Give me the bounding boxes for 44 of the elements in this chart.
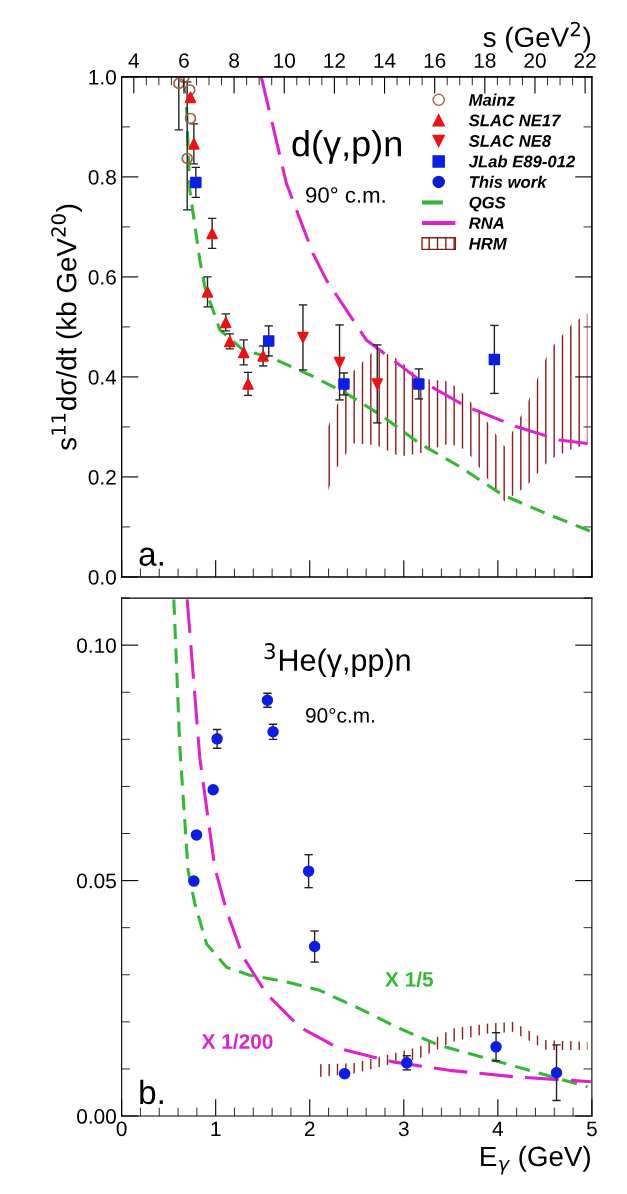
legend-label: HRM xyxy=(468,237,507,250)
legend-label: SLAC NE17 xyxy=(468,114,562,127)
annotation: $^{3}$He(γ,pp)n xyxy=(264,643,410,678)
annotation: 90°c.m. xyxy=(306,708,374,723)
y-tick-label: 0.4 xyxy=(88,369,117,385)
legend-label: SLAC NE8 xyxy=(468,135,552,147)
x-tick-label: 0 xyxy=(116,1121,127,1137)
x-tick-label: 2 xyxy=(304,1121,315,1136)
y-tick-label: 0.6 xyxy=(88,269,116,285)
annotation: d(γ,p)n xyxy=(292,130,401,164)
legend-label: QGS xyxy=(469,196,506,212)
x2-tick-label: 10 xyxy=(274,53,296,68)
x-tick-label: 1 xyxy=(211,1121,221,1136)
y-tick-label: 0.05 xyxy=(77,873,116,889)
y-tick-label: 0.0 xyxy=(88,569,116,585)
x-tick-label: 3 xyxy=(398,1121,409,1137)
legend-label: This work xyxy=(469,175,548,188)
legend-label: JLab E89-012 xyxy=(468,155,576,168)
y-tick-label: 0.2 xyxy=(88,469,116,485)
x2-tick-label: 4 xyxy=(128,53,139,68)
x2-tick-label: 20 xyxy=(524,53,546,68)
annotation: a. xyxy=(139,547,163,566)
series-label: X 1/200 xyxy=(201,1033,273,1050)
legend-label: Mainz xyxy=(468,93,515,106)
x-axis-title: E$_{γ}$ (GeV) xyxy=(481,1145,590,1175)
x2-tick-label: 18 xyxy=(474,53,496,68)
y-axis-title: s$^{11}$dσ/dt (kb GeV$^{20}$) xyxy=(51,204,82,451)
annotation: 90° c.m. xyxy=(306,187,385,203)
annotation: b. xyxy=(140,1079,163,1105)
series-label: X 1/5 xyxy=(385,971,434,987)
y-tick-label: 0.00 xyxy=(77,1109,116,1124)
x-tick-label: 4 xyxy=(492,1121,504,1136)
x2-tick-label: 8 xyxy=(229,53,239,68)
y-tick-label: 1.0 xyxy=(89,69,116,85)
y-tick-label: 0.10 xyxy=(77,638,116,653)
x2-tick-label: 22 xyxy=(574,53,596,68)
x2-axis-title: s (GeV$^{2}$) xyxy=(483,21,591,53)
x-tick-label: 5 xyxy=(586,1121,597,1137)
y-tick-label: 0.8 xyxy=(88,169,116,185)
x2-tick-label: 14 xyxy=(374,53,396,68)
x2-tick-label: 6 xyxy=(179,53,189,68)
legend-label: RNA xyxy=(468,217,504,229)
x2-tick-label: 12 xyxy=(324,53,345,68)
x2-tick-label: 16 xyxy=(424,53,446,68)
